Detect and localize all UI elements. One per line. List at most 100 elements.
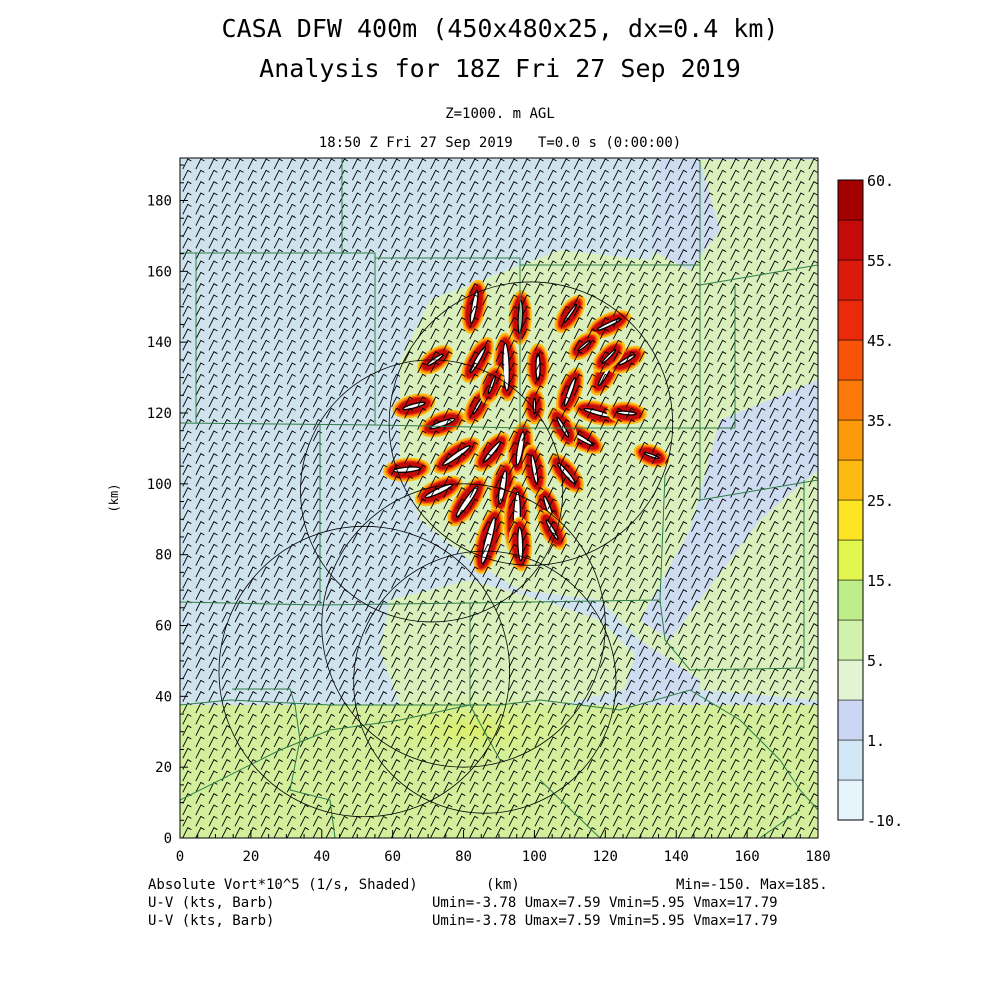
wind-barb (573, 691, 583, 702)
wind-barb (599, 453, 609, 464)
wind-barb (312, 577, 322, 589)
wind-barb (547, 271, 557, 283)
wind-barb (573, 385, 583, 396)
wind-barb (404, 407, 414, 419)
wind-barb (208, 362, 218, 374)
wind-barb (743, 181, 753, 192)
wind-barb (325, 702, 336, 714)
wind-barb (260, 237, 270, 249)
wind-barb (678, 453, 688, 464)
wind-barb (391, 351, 401, 362)
wind-barb (743, 362, 753, 374)
wind-barb (691, 362, 701, 374)
wind-barb (678, 373, 688, 385)
wind-barb (182, 441, 192, 453)
wind-barb (391, 430, 401, 442)
wind-barb (625, 294, 636, 306)
wind-barb (391, 317, 401, 328)
wind-barb (404, 679, 414, 691)
wind-barb (521, 464, 531, 476)
wind-barb (730, 566, 740, 578)
wind-barb (273, 396, 283, 408)
wind-barb (312, 339, 322, 351)
wind-barb (508, 181, 518, 192)
wind-barb (378, 215, 388, 226)
wind-barb (286, 169, 296, 181)
wind-barb (730, 623, 740, 634)
wind-barb (560, 328, 570, 340)
wind-barb (195, 192, 205, 204)
wind-barb (378, 453, 388, 464)
wind-barb (404, 283, 414, 294)
wind-barb (625, 543, 636, 555)
wind-barb (743, 645, 753, 657)
wind-barb (704, 577, 714, 589)
wind-barb (521, 226, 531, 238)
wind-barb (430, 385, 440, 396)
wind-barb (195, 419, 205, 430)
wind-barb (782, 815, 792, 827)
wind-barb (286, 362, 296, 374)
wind-barb (769, 645, 779, 657)
wind-barb (208, 237, 218, 249)
wind-barb (430, 294, 440, 306)
wind-barb (195, 611, 205, 623)
barb-stats-2: Umin=-3.78 Umax=7.59 Vmin=5.95 Vmax=17.7… (432, 913, 778, 929)
field-min-max: Min=-150. Max=185. (676, 877, 828, 893)
county-line (180, 699, 500, 706)
wind-barb (586, 793, 596, 804)
wind-barb (586, 339, 596, 351)
wind-barb (456, 249, 466, 260)
wind-barb (325, 249, 336, 260)
wind-barb (534, 464, 544, 476)
wind-barb (299, 339, 309, 351)
wind-barb (404, 555, 414, 566)
wind-barb (404, 589, 414, 600)
wind-barb (678, 702, 688, 714)
wind-barb (730, 283, 740, 294)
wind-barb (743, 702, 753, 714)
wind-barb (625, 713, 636, 725)
wind-barb (430, 679, 440, 691)
wind-barb (299, 600, 309, 612)
wind-barb (312, 668, 322, 680)
wind-barb (325, 487, 336, 498)
wind-barb (430, 736, 440, 748)
wind-barb (717, 623, 727, 634)
wind-barb (443, 498, 453, 510)
wind-barb (678, 464, 688, 476)
wind-barb (351, 770, 362, 782)
wind-barb (221, 634, 231, 646)
county-line (232, 688, 296, 706)
wind-barb (808, 725, 818, 736)
wind-barb (404, 305, 414, 317)
wind-barb (443, 623, 453, 634)
wind-barb (625, 555, 636, 566)
wind-barb (338, 679, 349, 691)
wind-barb (808, 328, 818, 340)
wind-barb (430, 725, 440, 736)
wind-barb (795, 271, 805, 283)
wind-barb (234, 203, 244, 215)
wind-barb (247, 328, 257, 340)
wind-barb (665, 181, 675, 192)
wind-barb (769, 249, 779, 260)
wind-barb (430, 169, 440, 181)
wind-barb (351, 294, 362, 306)
wind-barb (665, 793, 675, 804)
wind-barb (391, 759, 401, 770)
wind-barb (586, 668, 596, 680)
wind-barb (508, 362, 518, 374)
wind-barb (638, 815, 649, 827)
wind-barb (469, 702, 479, 714)
wind-barb (312, 736, 322, 748)
wind-barb (625, 362, 636, 374)
wind-barb (547, 419, 557, 430)
wind-barb (756, 237, 766, 249)
wind-barb (769, 623, 779, 634)
wind-barb (273, 158, 283, 170)
wind-barb (221, 249, 231, 260)
wind-barb (273, 407, 283, 419)
wind-barb (730, 317, 740, 328)
wind-barb (456, 736, 466, 748)
